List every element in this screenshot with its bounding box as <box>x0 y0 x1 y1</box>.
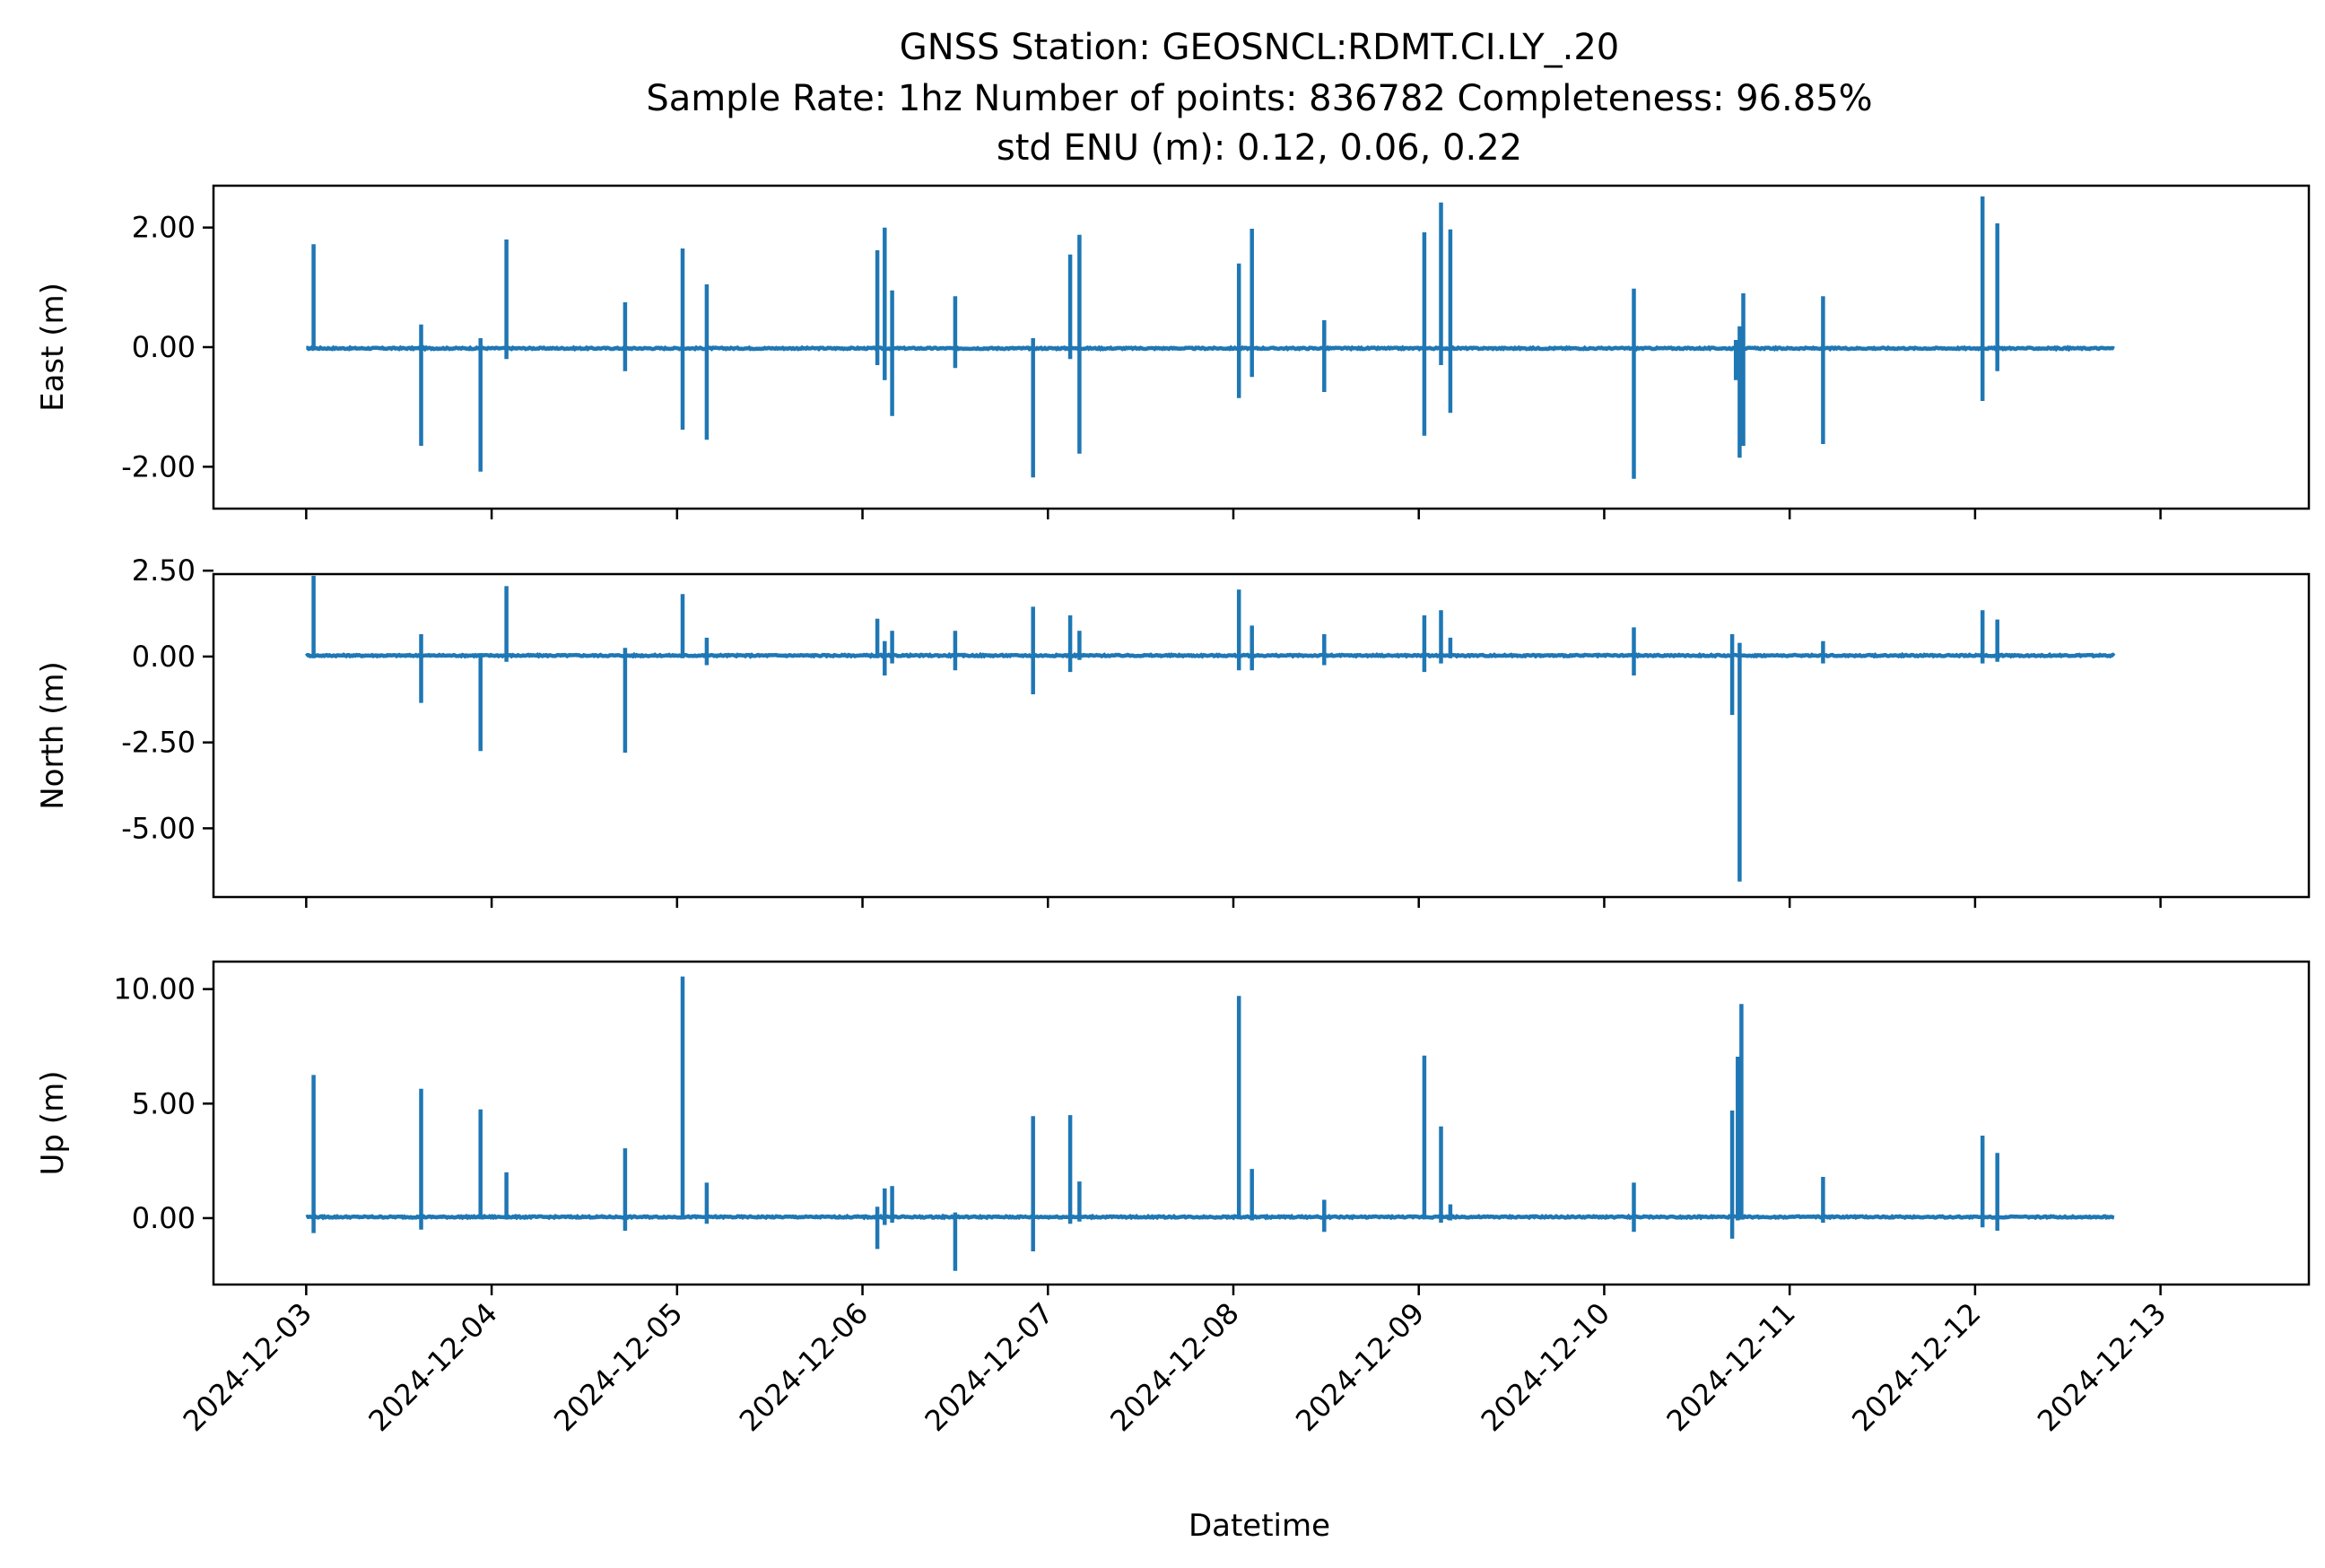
up-y-axis-label: Up (m) <box>35 1071 71 1176</box>
east-series-line <box>306 344 2115 353</box>
north-y-tick-label: -5.00 <box>121 811 196 845</box>
east-y-tick-label: 0.00 <box>132 330 196 364</box>
up-y-tick-label: 10.00 <box>113 972 196 1006</box>
east-panel: 2.00 0.00 -2.00 East (m) <box>35 184 2311 519</box>
chart-title: GNSS Station: GEOSNCL:RDMT.CI.LY_.20 Sam… <box>646 27 1872 169</box>
north-y-tick-label: 2.50 <box>132 553 196 588</box>
north-panel: 2.50 0.00 -2.50 -5.00 North (m) <box>35 553 2311 908</box>
up-y-tick-label: 5.00 <box>132 1086 196 1120</box>
east-y-axis-label: East (m) <box>35 283 71 412</box>
up-plot-frame <box>212 960 2311 1286</box>
title-line-2: Sample Rate: 1hz Number of points: 83678… <box>646 78 1872 119</box>
north-series-line <box>304 651 2116 659</box>
north-y-axis-label: North (m) <box>35 661 71 810</box>
title-line-1: GNSS Station: GEOSNCL:RDMT.CI.LY_.20 <box>900 27 1620 68</box>
north-y-tick-label: -2.50 <box>121 726 196 760</box>
title-line-3: std ENU (m): 0.12, 0.06, 0.22 <box>997 127 1522 169</box>
up-series-line <box>305 1213 2115 1221</box>
up-y-tick-label: 0.00 <box>132 1201 196 1235</box>
east-y-tick-label: 2.00 <box>132 211 196 245</box>
x-axis-label: Datetime <box>1189 1508 1330 1544</box>
north-y-tick-label: 0.00 <box>132 640 196 674</box>
north-plot-frame <box>212 572 2311 899</box>
east-y-tick-label: -2.00 <box>121 449 196 483</box>
